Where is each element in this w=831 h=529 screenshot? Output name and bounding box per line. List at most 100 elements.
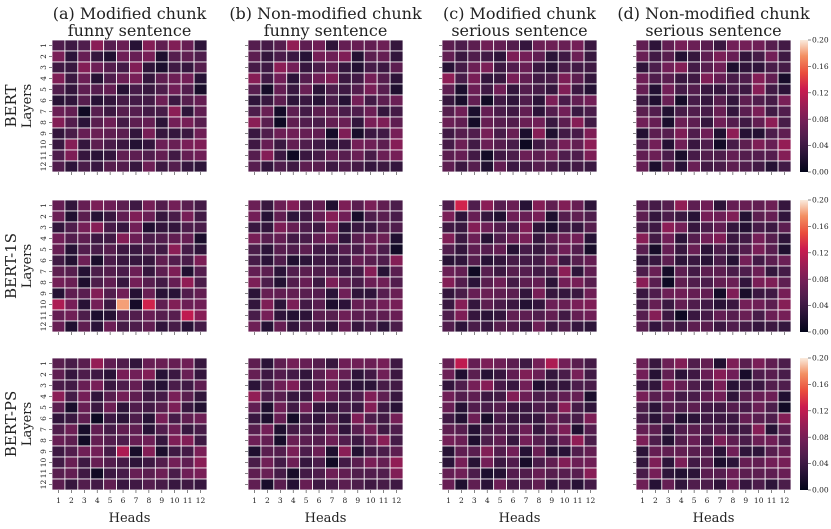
- heatmap-cell: [376, 379, 391, 392]
- heatmap-cell: [338, 210, 352, 223]
- heatmap-cell: [506, 61, 520, 74]
- heatmap-cell: [312, 149, 326, 162]
- heatmap-cell: [635, 379, 650, 392]
- heatmap-cell: [648, 210, 663, 223]
- heatmap-cell: [583, 379, 598, 392]
- heatmap-cell: [260, 287, 275, 300]
- heatmap-cell: [480, 309, 495, 322]
- heatmap-cell: [648, 287, 663, 300]
- heatmap-cell: [286, 357, 301, 370]
- heatmap-cell: [350, 72, 365, 85]
- heatmap-cell: [700, 221, 714, 234]
- heatmap-cell: [726, 357, 740, 370]
- heatmap-cell: [557, 309, 572, 322]
- heatmap-cell: [363, 298, 378, 311]
- heatmap-cell: [713, 232, 727, 245]
- heatmap-cell: [389, 254, 404, 267]
- heatmap-cell: [142, 221, 156, 234]
- heatmap-cell: [738, 39, 753, 52]
- heatmap-cell: [480, 138, 495, 151]
- x-tick-label: 7: [134, 496, 139, 505]
- heatmap-cell: [751, 309, 766, 322]
- heatmap-cell: [350, 39, 365, 52]
- heatmap-cell: [260, 412, 275, 425]
- heatmap-cell: [389, 105, 404, 118]
- heatmap-cell: [441, 379, 456, 392]
- heatmap-cell: [90, 478, 105, 491]
- heatmap-cell: [751, 265, 766, 278]
- heatmap-cell: [635, 412, 650, 425]
- heatmap-cell: [764, 368, 779, 381]
- heatmap-cell: [454, 210, 469, 223]
- heatmap-cell: [661, 412, 676, 425]
- heatmap-cell: [751, 298, 766, 311]
- heatmap-cell: [493, 265, 507, 278]
- heatmap-cell: [454, 61, 469, 74]
- heatmap-cell: [583, 61, 598, 74]
- heatmap-cell: [557, 445, 572, 458]
- heatmap-cell: [142, 210, 156, 223]
- heatmap-cell: [338, 379, 352, 392]
- heatmap-cell: [299, 357, 313, 370]
- heatmap-cell: [103, 50, 117, 63]
- heatmap-cell: [764, 320, 779, 333]
- heatmap-cell: [519, 254, 533, 267]
- heatmap-cell: [180, 61, 195, 74]
- heatmap-cell: [247, 445, 262, 458]
- heatmap-cell: [661, 116, 676, 129]
- heatmap-cell: [286, 320, 301, 333]
- heatmap-cell: [299, 127, 313, 140]
- heatmap-cell: [700, 210, 714, 223]
- heatmap-cell: [674, 320, 689, 333]
- heatmap-cell: [506, 94, 520, 107]
- heatmap-cell: [480, 467, 495, 480]
- heatmap-cell: [519, 412, 533, 425]
- heatmap-cell: [90, 254, 105, 267]
- heatmap-cell: [51, 309, 66, 322]
- heatmap-cell: [338, 116, 352, 129]
- heatmap-cell: [583, 83, 598, 96]
- heatmap-cell: [661, 320, 676, 333]
- heatmap-cell: [180, 210, 195, 223]
- heatmap-cell: [312, 83, 326, 96]
- heatmap-cell: [286, 94, 301, 107]
- heatmap-cell: [777, 94, 792, 107]
- heatmap-cell: [544, 445, 559, 458]
- heatmap-cell: [389, 276, 404, 289]
- heatmap-cell: [376, 105, 391, 118]
- heatmap-cell: [454, 138, 469, 151]
- heatmap-cell: [726, 127, 740, 140]
- heatmap-cell: [557, 61, 572, 74]
- heatmap-cell: [700, 138, 714, 151]
- heatmap-cell: [648, 401, 663, 414]
- heatmap-cell: [777, 265, 792, 278]
- heatmap-cell: [338, 456, 352, 469]
- heatmap-cell: [129, 138, 143, 151]
- heatmap-cell: [180, 401, 195, 414]
- heatmap-cell: [154, 210, 169, 223]
- heatmap-cell: [312, 138, 326, 151]
- heatmap-cell: [64, 254, 79, 267]
- heatmap-cell: [441, 309, 456, 322]
- x-tick-label: 2: [459, 496, 464, 505]
- x-tick-label: 12: [586, 496, 596, 505]
- x-tick-label: 9: [159, 496, 164, 505]
- heatmap-cell: [350, 368, 365, 381]
- heatmap-cell: [687, 287, 701, 300]
- heatmap-cell: [116, 445, 130, 458]
- heatmap-cell: [299, 445, 313, 458]
- heatmap-cell: [674, 243, 689, 256]
- heatmap-cell: [286, 138, 301, 151]
- heatmap-cell: [454, 39, 469, 52]
- heatmap-cell: [129, 287, 143, 300]
- heatmap-cell: [51, 265, 66, 278]
- heatmap-cell: [751, 221, 766, 234]
- heatmap-cell: [64, 105, 79, 118]
- heatmap-cell: [583, 423, 598, 436]
- heatmap-cell: [467, 243, 482, 256]
- heatmap-cell: [493, 210, 507, 223]
- heatmap-cell: [299, 368, 313, 381]
- heatmap-cell: [51, 412, 66, 425]
- heatmap-cell: [116, 368, 130, 381]
- heatmap-cell: [142, 61, 156, 74]
